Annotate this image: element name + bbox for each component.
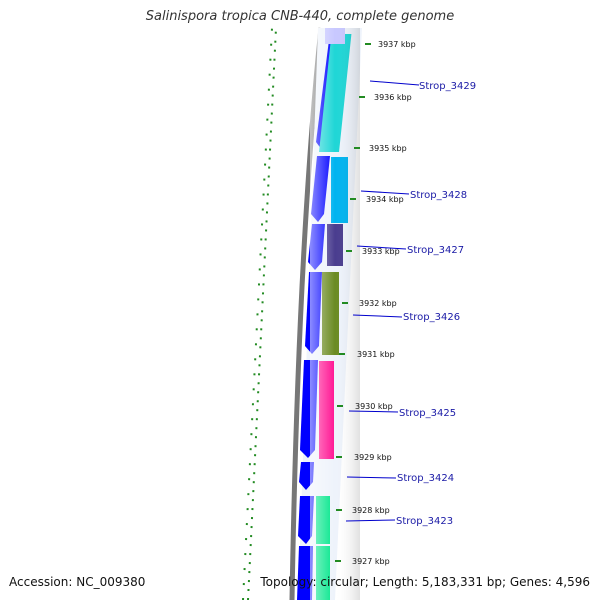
tick-label: 3935 kbp (369, 144, 407, 153)
tick-label: 3928 kbp (352, 506, 390, 515)
leader-line (346, 476, 397, 479)
gene-label-strop-3429[interactable]: Strop_3429 (419, 81, 476, 92)
gene-label-leaders (345, 80, 420, 522)
gene-labels: Strop_3429 Strop_3428 Strop_3427 Strop_3… (396, 81, 476, 527)
gene-label-strop-3424[interactable]: Strop_3424 (397, 473, 454, 484)
tick-label: 3933 kbp (362, 247, 400, 256)
tick-label: 3927 kbp (352, 557, 390, 566)
genome-summary: Topology: circular; Length: 5,183,331 bp… (260, 575, 590, 589)
tick-label: 3930 kbp (355, 402, 393, 411)
gc-content-dots-outer (242, 27, 273, 600)
leader-line (352, 314, 403, 318)
gc-skew-track (242, 27, 277, 600)
leader-line (369, 80, 420, 86)
tick-label: 3936 kbp (374, 93, 412, 102)
tick-label: 3934 kbp (366, 195, 404, 204)
cds-arrow (297, 546, 313, 600)
cog-track (310, 28, 360, 600)
leader-line (345, 519, 396, 522)
gene-label-strop-3425[interactable]: Strop_3425 (399, 408, 456, 419)
tick-label: 3931 kbp (357, 350, 395, 359)
gene-label-strop-3423[interactable]: Strop_3423 (396, 516, 453, 527)
shade-overlay (310, 28, 360, 600)
leader-line (356, 245, 407, 250)
leader-line (360, 190, 410, 195)
leader-line (348, 410, 399, 413)
gc-content-dots-inner (247, 27, 277, 600)
ruler-ticks (335, 43, 371, 562)
tick-label: 3932 kbp (359, 299, 397, 308)
tick-label: 3929 kbp (354, 453, 392, 462)
ruler-labels: 3937 kbp 3936 kbp 3935 kbp 3934 kbp 3933… (352, 40, 416, 566)
tick-label: 3937 kbp (378, 40, 416, 49)
gene-label-strop-3428[interactable]: Strop_3428 (410, 190, 467, 201)
gene-label-strop-3427[interactable]: Strop_3427 (407, 245, 464, 256)
gene-label-strop-3426[interactable]: Strop_3426 (403, 312, 460, 323)
accession-label: Accession: NC_009380 (9, 575, 146, 589)
map-title: Salinispora tropica CNB-440, complete ge… (145, 9, 455, 24)
